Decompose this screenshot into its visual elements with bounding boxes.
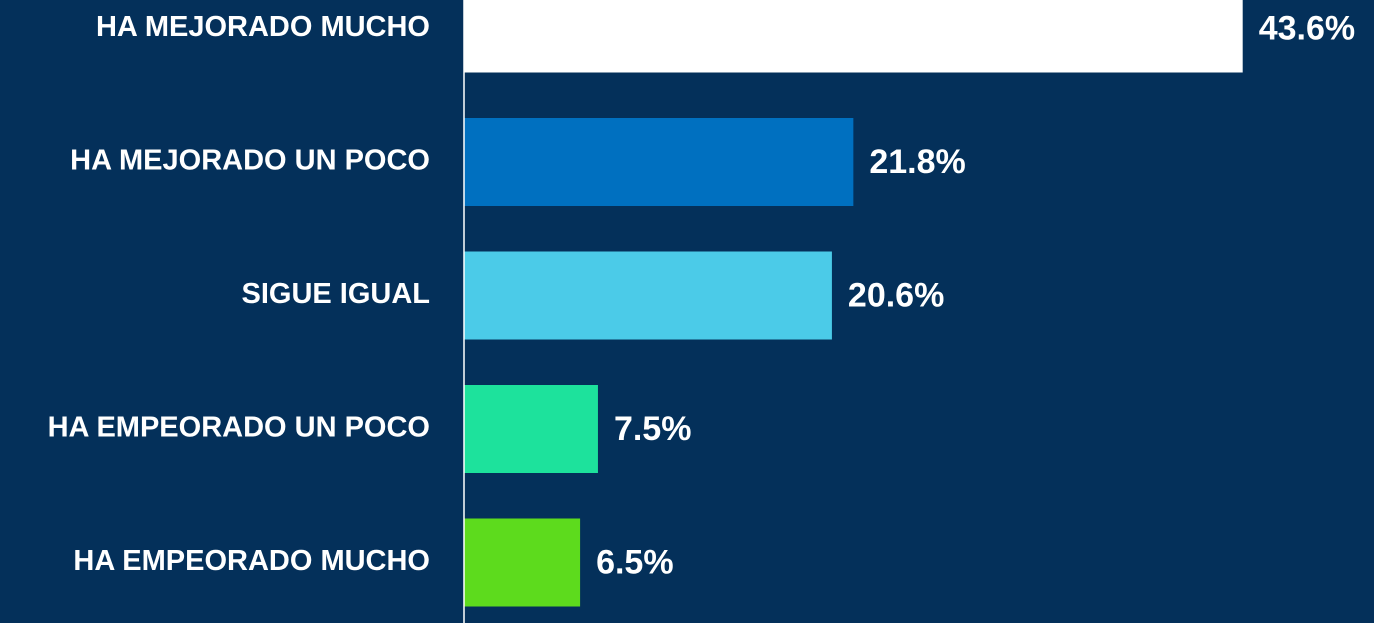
category-label: HA EMPEORADO MUCHO	[73, 545, 430, 577]
bar	[464, 385, 598, 473]
category-label: SIGUE IGUAL	[241, 278, 430, 310]
bar	[464, 0, 1243, 73]
value-label: 20.6%	[848, 276, 944, 314]
value-label: 6.5%	[596, 543, 674, 581]
value-label: 7.5%	[614, 410, 692, 448]
value-label: 21.8%	[869, 143, 965, 181]
bar	[464, 118, 854, 206]
value-label: 43.6%	[1259, 9, 1355, 47]
category-label: HA EMPEORADO UN POCO	[48, 412, 430, 444]
bar	[464, 518, 581, 607]
category-label: HA MEJORADO UN POCO	[70, 145, 430, 177]
bar	[464, 251, 832, 340]
category-label: HA MEJORADO MUCHO	[96, 11, 430, 43]
